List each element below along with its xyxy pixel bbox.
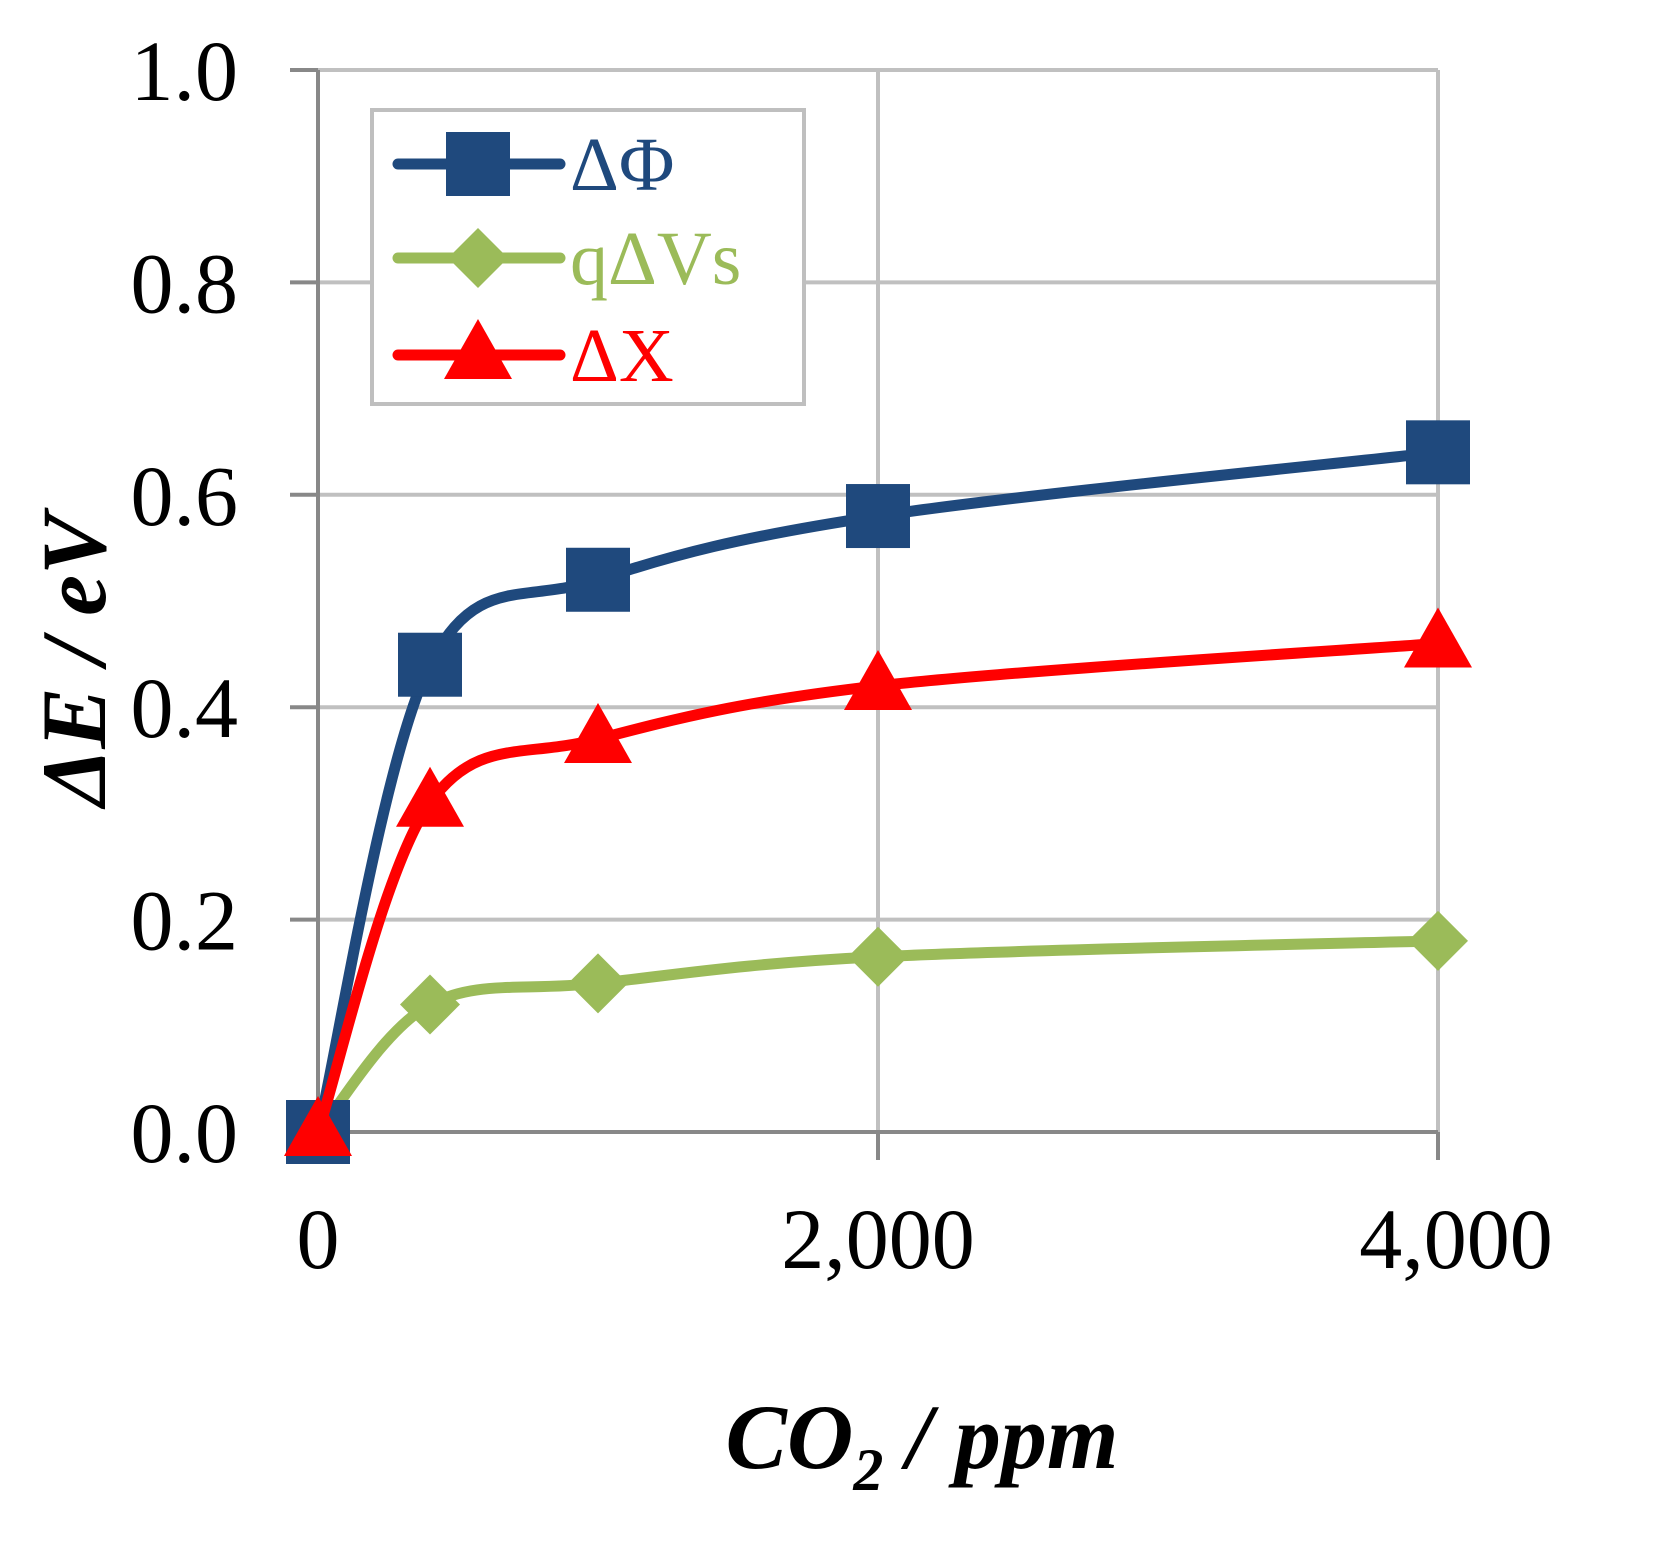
axes-layer: 0.0 0.2 0.4 0.6 0.8 1.0 0 2,000 4,000 [131, 23, 1553, 1287]
x-axis-title-main: CO [726, 1386, 854, 1488]
data-point-delta-x [284, 1096, 352, 1156]
x-tick-label: 4,000 [1359, 1191, 1553, 1287]
data-point-q-delta-vs [1408, 910, 1468, 971]
x-axis-title: CO2 / ppm [726, 1386, 1119, 1503]
legend-marker-q-delta-vs [448, 228, 508, 288]
series-line-delta-x [312, 637, 1444, 1138]
data-point-delta-x [844, 649, 912, 710]
legend-label-delta-x: ΔX [570, 314, 674, 398]
data-point-delta-x [396, 766, 464, 827]
data-point-delta-phi [566, 547, 630, 612]
legend-marker-delta-x [444, 319, 512, 379]
data-point-delta-x [564, 703, 632, 764]
x-axis-title-rest: / ppm [883, 1386, 1118, 1488]
series-layer [284, 420, 1472, 1164]
y-tick-label: 1.0 [131, 23, 239, 119]
y-tick-label: 0.4 [131, 660, 239, 756]
data-point-delta-x [1404, 607, 1472, 668]
data-point-delta-phi [398, 632, 462, 697]
x-axis-title-subscript: 2 [852, 1437, 883, 1503]
legend-marker-delta-phi [446, 132, 510, 196]
y-axis-title: ΔE / eV [23, 507, 125, 810]
y-tick-label: 0.8 [131, 235, 239, 331]
legend: ΔΦ qΔVs ΔX [370, 108, 806, 406]
legend-label-delta-phi: ΔΦ [570, 123, 674, 207]
series-line-q-delta-vs [312, 935, 1444, 1138]
legend-label-q-delta-vs: qΔVs [570, 217, 741, 301]
y-tick-label: 0.0 [131, 1085, 239, 1181]
data-point-delta-phi [1406, 420, 1470, 485]
y-tick-label: 0.2 [131, 873, 239, 969]
y-tick-label: 0.6 [131, 448, 239, 544]
data-point-q-delta-vs [848, 926, 908, 987]
data-point-q-delta-vs [400, 974, 460, 1035]
x-tick-label: 2,000 [781, 1191, 975, 1287]
data-point-q-delta-vs [568, 953, 628, 1014]
data-point-delta-phi [846, 484, 910, 549]
x-tick-label: 0 [297, 1191, 340, 1287]
